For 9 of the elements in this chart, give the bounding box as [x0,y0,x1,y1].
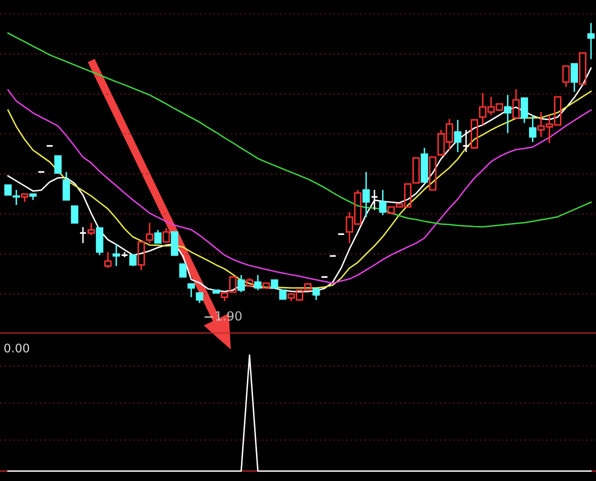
text: 0.00 [4,344,30,352]
candlestick [462,129,470,153]
candlestick [454,119,462,153]
candlestick [504,94,512,134]
candlestick [529,114,536,143]
candlestick [12,189,20,206]
candlestick [587,22,595,60]
candlestick [362,171,370,218]
candlestick [112,243,120,267]
